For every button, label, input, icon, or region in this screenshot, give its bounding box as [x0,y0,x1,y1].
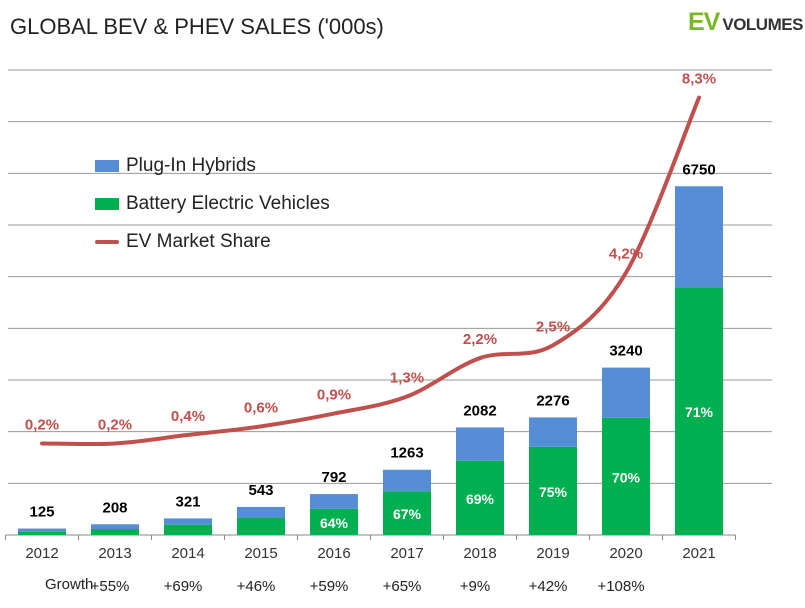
phev-swatch [95,160,119,172]
bar-bev [456,460,504,535]
x-tick-label: 2014 [171,545,204,562]
total-label: 3240 [609,343,642,360]
bar-phev [91,524,139,530]
ev-volumes-logo: EV VOLUMES [688,8,803,36]
bar-phev [310,494,358,509]
bar-phev [602,367,650,418]
total-label: 792 [321,469,346,486]
total-label: 2276 [536,392,569,409]
total-label: 208 [102,499,127,516]
bar-bev [18,531,66,535]
chart-title: GLOBAL BEV & PHEV SALES ('000s) [10,14,384,39]
market-share-label: 0,2% [98,416,132,433]
growth-label: Growth [45,576,93,593]
bar-phev [237,506,285,519]
market-share-label: 2,2% [463,331,497,348]
legend-item-share: EV Market Share [95,231,271,253]
total-label: 6750 [682,161,715,178]
bev-share-label: 71% [685,404,714,420]
growth-value: +108% [597,578,644,595]
x-tick-label: 2017 [390,545,423,562]
market-share-label: 4,2% [609,246,643,263]
growth-value: +46% [237,578,276,595]
bar-phev [529,417,577,447]
x-tick-label: 2015 [244,545,277,562]
bar-bev [91,529,139,535]
x-tick-label: 2018 [463,545,496,562]
x-tick-label: 2019 [536,545,569,562]
bar-phev [456,427,504,461]
market-share-label: 0,2% [25,416,59,433]
market-share-label: 2,5% [536,318,570,335]
bev-share-label: 64% [320,515,349,531]
bev-swatch [95,198,119,210]
bar-bev [383,491,431,535]
x-tick-label: 2021 [682,545,715,562]
x-tick-label: 2012 [25,545,58,562]
bar-bev [602,417,650,535]
bar-phev [164,518,212,525]
total-label: 1263 [390,445,423,462]
bar-bev [675,287,723,535]
market-share-label: 1,3% [390,369,424,386]
share-line-swatch [95,240,119,244]
total-label: 321 [175,493,200,510]
growth-value: +9% [460,578,490,595]
growth-value: +69% [164,578,203,595]
bev-share-label: 75% [539,484,568,500]
growth-value: +65% [383,578,422,595]
market-share-line [40,95,701,447]
total-label: 125 [29,504,54,521]
market-share-label: 0,9% [317,387,351,404]
bar-phev [18,528,66,532]
bar-phev [675,186,723,288]
bar-bev [164,524,212,535]
bev-share-label: 69% [466,491,495,507]
market-share-label: 8,3% [682,71,716,88]
bar-bev [529,446,577,535]
growth-value: +59% [310,578,349,595]
growth-value: +55% [91,578,130,595]
market-share-label: 0,6% [244,399,278,416]
total-label: 543 [248,482,273,499]
bar-bev [237,518,285,535]
bar-bev [310,508,358,535]
bar-phev [383,469,431,492]
bev-share-label: 70% [612,469,641,485]
market-share-label: 0,4% [171,408,205,425]
bev-share-label: 67% [393,506,422,522]
x-tick-label: 2013 [98,545,131,562]
x-tick-label: 2016 [317,545,350,562]
legend-item-phev: Plug-In Hybrids [95,155,256,177]
x-tick-label: 2020 [609,545,642,562]
legend-item-bev: Battery Electric Vehicles [95,193,330,215]
total-label: 2082 [463,402,496,419]
growth-value: +42% [529,578,568,595]
